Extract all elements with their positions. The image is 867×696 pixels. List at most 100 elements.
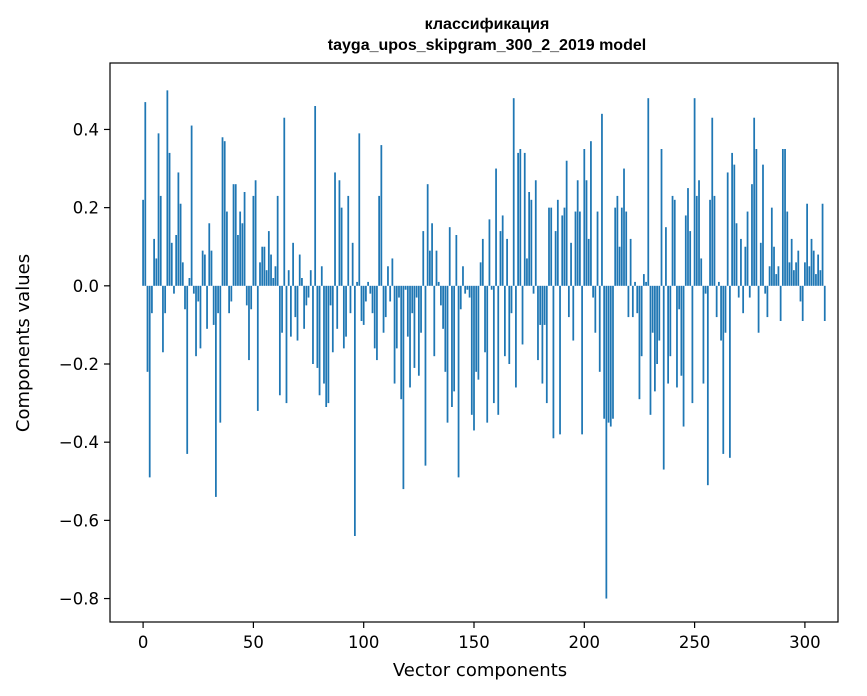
bar [565, 160, 568, 286]
bar [402, 285, 405, 490]
bar [254, 180, 257, 286]
bar [429, 250, 431, 286]
x-axis: 0 50 100 150 200 250 300 [138, 622, 821, 652]
bar [731, 152, 733, 286]
bar [759, 242, 762, 286]
bar [706, 285, 709, 486]
bar [455, 235, 458, 286]
bar [638, 285, 641, 400]
bar [740, 238, 742, 286]
bar [554, 231, 557, 286]
bar [378, 195, 381, 286]
bar [691, 285, 694, 404]
bar [283, 117, 286, 286]
bar [517, 152, 519, 286]
bar [440, 285, 442, 306]
bar [501, 215, 504, 286]
bar [523, 152, 526, 286]
bar [636, 285, 639, 314]
bar [274, 266, 277, 286]
bar [656, 285, 658, 364]
bar [210, 250, 213, 286]
bar [146, 285, 149, 372]
bar [151, 285, 153, 314]
bar [614, 207, 617, 286]
bar [230, 285, 233, 302]
x-tick-label: 0 [138, 633, 149, 652]
x-axis-label: Vector components [393, 660, 567, 681]
y-tick-label: 0.0 [73, 277, 99, 296]
bar [420, 285, 422, 333]
bar [173, 285, 175, 294]
bar [422, 231, 425, 286]
bar [695, 195, 698, 286]
bar [492, 285, 495, 404]
bar [616, 195, 619, 286]
bar [334, 172, 336, 286]
bar [510, 285, 513, 314]
bar [713, 195, 716, 286]
bar [594, 285, 597, 333]
bar [323, 285, 325, 384]
bar [682, 285, 685, 427]
bar [795, 262, 797, 286]
bar [237, 235, 239, 286]
bar [155, 258, 158, 286]
bar [340, 207, 343, 286]
bar [601, 113, 603, 286]
bar [470, 285, 473, 415]
bar [548, 207, 550, 286]
y-tick-label: −0.4 [59, 433, 99, 452]
bar [790, 238, 793, 286]
bar [446, 285, 449, 423]
bar [495, 168, 497, 286]
bar [590, 141, 592, 286]
bar [497, 285, 500, 415]
bar [232, 184, 235, 286]
bar [239, 211, 242, 286]
bar [228, 285, 230, 314]
bar [215, 285, 217, 497]
chart-title: классификация [425, 16, 550, 33]
bar [226, 211, 228, 286]
bar [243, 192, 246, 286]
bar [298, 254, 301, 286]
bar [265, 270, 268, 286]
bar [810, 238, 813, 286]
bar [680, 285, 683, 376]
bar [252, 195, 255, 286]
bar [261, 246, 264, 286]
bar [698, 180, 700, 286]
bar [356, 281, 358, 286]
bar [290, 285, 292, 337]
bar [164, 285, 167, 314]
bar [717, 281, 720, 286]
plot-frame [109, 62, 839, 623]
bar [704, 285, 707, 294]
bar [797, 250, 800, 286]
bar [658, 285, 661, 341]
bar [473, 285, 475, 431]
bar [398, 285, 400, 298]
bar [784, 149, 786, 286]
bar [400, 285, 403, 400]
x-tick-label: 250 [679, 633, 711, 652]
bar [181, 262, 184, 286]
bar [662, 285, 665, 470]
bar [195, 285, 197, 357]
bar [634, 281, 636, 286]
bar [413, 285, 416, 368]
bar [453, 285, 456, 392]
bar [307, 285, 310, 298]
bar [519, 149, 522, 286]
bar [437, 281, 440, 286]
bar [206, 285, 208, 329]
bar [552, 285, 555, 439]
bar [603, 285, 606, 419]
bar [583, 149, 586, 286]
bar [431, 223, 433, 286]
bar [499, 231, 502, 286]
chart-subtitle: tayga_upos_skipgram_300_2_2019 model [328, 37, 646, 54]
bar [276, 195, 279, 286]
bar [197, 285, 200, 302]
